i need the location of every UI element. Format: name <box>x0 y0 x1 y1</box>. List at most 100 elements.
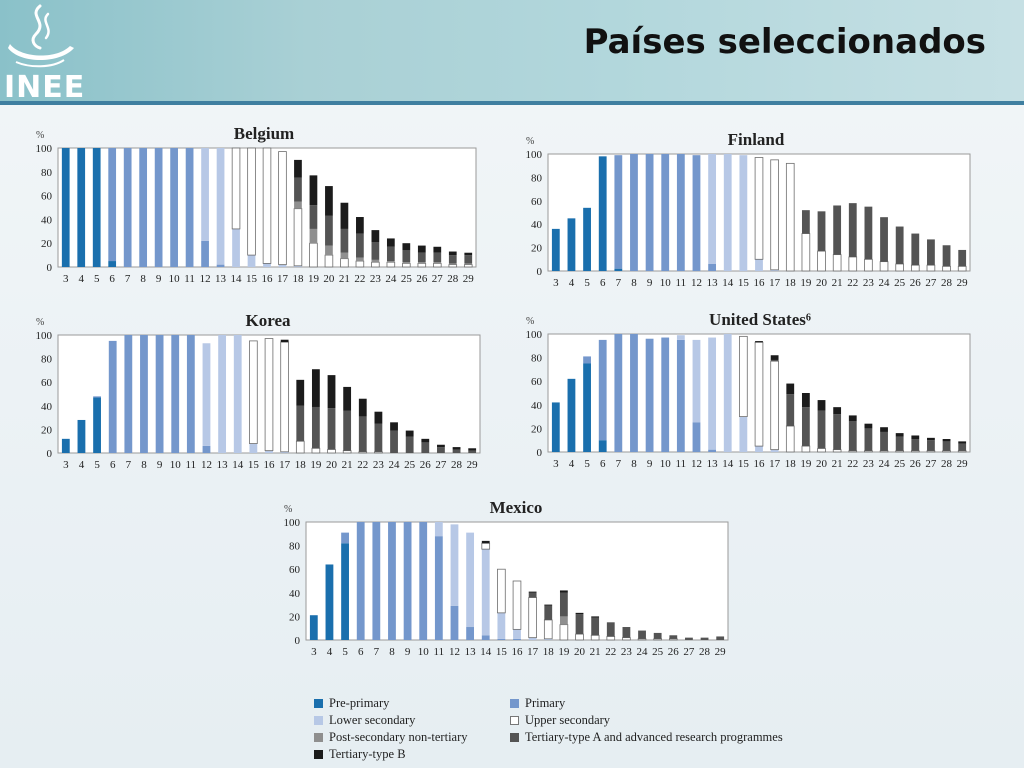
y-tick-label: 100 <box>284 517 301 529</box>
x-tick-label: 18 <box>785 458 797 470</box>
bar-segment-upper-secondary <box>293 208 303 267</box>
bar-segment-pre-primary <box>341 543 349 640</box>
bar-segment-upper-secondary <box>754 341 764 447</box>
x-tick-label: 8 <box>631 458 637 470</box>
bar-segment-tertiary-b <box>464 252 473 256</box>
y-tick-label: 80 <box>41 354 53 366</box>
x-tick-label: 3 <box>63 273 69 285</box>
bar-segment-upper-secondary <box>864 450 873 453</box>
bar-segment-tertiary-b <box>452 447 461 450</box>
bar-segment-upper-secondary <box>355 260 365 268</box>
bar-segment-tertiary-a <box>327 408 336 450</box>
bar-segment-upper-secondary <box>280 341 289 453</box>
legend-label-tertiary-a: Tertiary-type A and advanced research pr… <box>525 730 783 744</box>
x-tick-label: 27 <box>925 458 937 470</box>
bar-segment-upper-secondary <box>637 638 647 641</box>
x-tick-label: 15 <box>246 273 258 285</box>
bar-segment-upper-secondary <box>770 360 779 451</box>
bar-segment-upper-secondary <box>340 258 349 268</box>
bar-segment-primary <box>661 337 670 452</box>
legend-swatch-tertiary-b <box>314 750 323 759</box>
x-tick-label: 15 <box>738 277 750 289</box>
y-tick-label: 100 <box>526 329 543 341</box>
bar-segment-tertiary-b <box>294 159 302 178</box>
legend-label-post-secondary: Post-secondary non-tertiary <box>329 730 468 744</box>
bar-segment-upper-secondary <box>358 451 368 454</box>
bar-segment-primary <box>108 148 117 262</box>
x-tick-label: 23 <box>370 273 382 285</box>
bar-segment-pre-primary <box>583 363 591 452</box>
bar-segment-primary <box>171 335 180 453</box>
y-tick-label: 100 <box>36 143 53 155</box>
bar-segment-pre-primary <box>93 397 101 453</box>
inee-logo-icon <box>8 4 74 68</box>
bar-segment-post-secondary <box>371 259 380 263</box>
bar-segment-upper-secondary <box>448 264 458 268</box>
x-tick-label: 23 <box>863 277 875 289</box>
x-tick-label: 18 <box>543 646 555 658</box>
x-tick-label: 12 <box>200 273 211 285</box>
bar-segment-primary <box>155 335 164 453</box>
bar-segment-lower-secondary <box>280 451 289 453</box>
bar-segment-lower-secondary <box>708 154 717 264</box>
x-tick-label: 4 <box>79 459 85 471</box>
x-tick-label: 19 <box>310 459 322 471</box>
x-tick-label: 17 <box>769 458 781 470</box>
bar-segment-primary <box>434 536 443 640</box>
y-tick-label: 40 <box>41 401 53 413</box>
bar-segment-lower-secondary <box>434 522 443 537</box>
x-tick-label: 25 <box>894 277 906 289</box>
x-tick-label: 24 <box>385 273 397 285</box>
x-tick-label: 18 <box>292 273 304 285</box>
x-tick-label: 12 <box>691 277 702 289</box>
bar-segment-tertiary-a <box>606 622 615 637</box>
bar-segment-primary <box>513 638 521 640</box>
y-tick-label: 20 <box>41 424 53 436</box>
x-tick-label: 26 <box>668 646 680 658</box>
bar-segment-tertiary-b <box>343 386 352 411</box>
x-tick-label: 9 <box>647 458 653 470</box>
bar-segment-upper-secondary <box>832 254 842 272</box>
bar-segment-upper-secondary <box>895 450 904 453</box>
x-tick-label: 6 <box>358 646 364 658</box>
bar-segment-tertiary-a <box>325 215 333 246</box>
bar-segment-pre-primary <box>77 419 86 453</box>
bar-segment-tertiary-b <box>848 415 857 422</box>
bar-segment-upper-secondary <box>848 450 858 453</box>
x-tick-label: 18 <box>785 277 797 289</box>
bar-segment-tertiary-a <box>801 407 810 447</box>
bar-segment-tertiary-a <box>340 228 349 253</box>
bar-segment-tertiary-a <box>942 441 951 451</box>
bar-segment-primary <box>419 522 428 640</box>
bar-segment-primary <box>497 638 506 640</box>
x-tick-label: 7 <box>616 458 622 470</box>
bar-segment-tertiary-b <box>770 355 779 360</box>
bar-segment-upper-secondary <box>262 147 272 264</box>
x-tick-label: 22 <box>357 459 368 471</box>
x-tick-label: 19 <box>800 458 812 470</box>
bar-segment-tertiary-a <box>421 442 430 453</box>
bar-segment-post-secondary <box>294 201 302 209</box>
bar-segment-tertiary-b <box>927 437 935 441</box>
slide-header: INEE Países seleccionados <box>0 0 1024 105</box>
x-tick-label: 10 <box>418 646 430 658</box>
bar-segment-primary <box>372 522 381 640</box>
bar-segment-lower-secondary <box>450 524 459 606</box>
x-tick-label: 11 <box>434 646 445 658</box>
x-tick-label: 14 <box>480 646 492 658</box>
bar-segment-tertiary-a <box>559 592 568 617</box>
x-tick-label: 25 <box>894 458 906 470</box>
bar-segment-pre-primary <box>551 402 560 452</box>
x-tick-label: 28 <box>451 459 463 471</box>
bar-segment-lower-secondary <box>278 264 287 267</box>
bar-segment-primary <box>123 148 132 267</box>
y-tick-label: 40 <box>531 219 543 231</box>
bar-segment-tertiary-a <box>464 255 473 264</box>
bar-segment-tertiary-b <box>864 423 873 429</box>
bar-segment-lower-secondary <box>770 269 779 271</box>
bar-segment-tertiary-a <box>374 423 383 452</box>
y-tick-label: 60 <box>41 377 53 389</box>
bar-segment-primary <box>598 339 607 441</box>
x-tick-label: 8 <box>631 277 637 289</box>
